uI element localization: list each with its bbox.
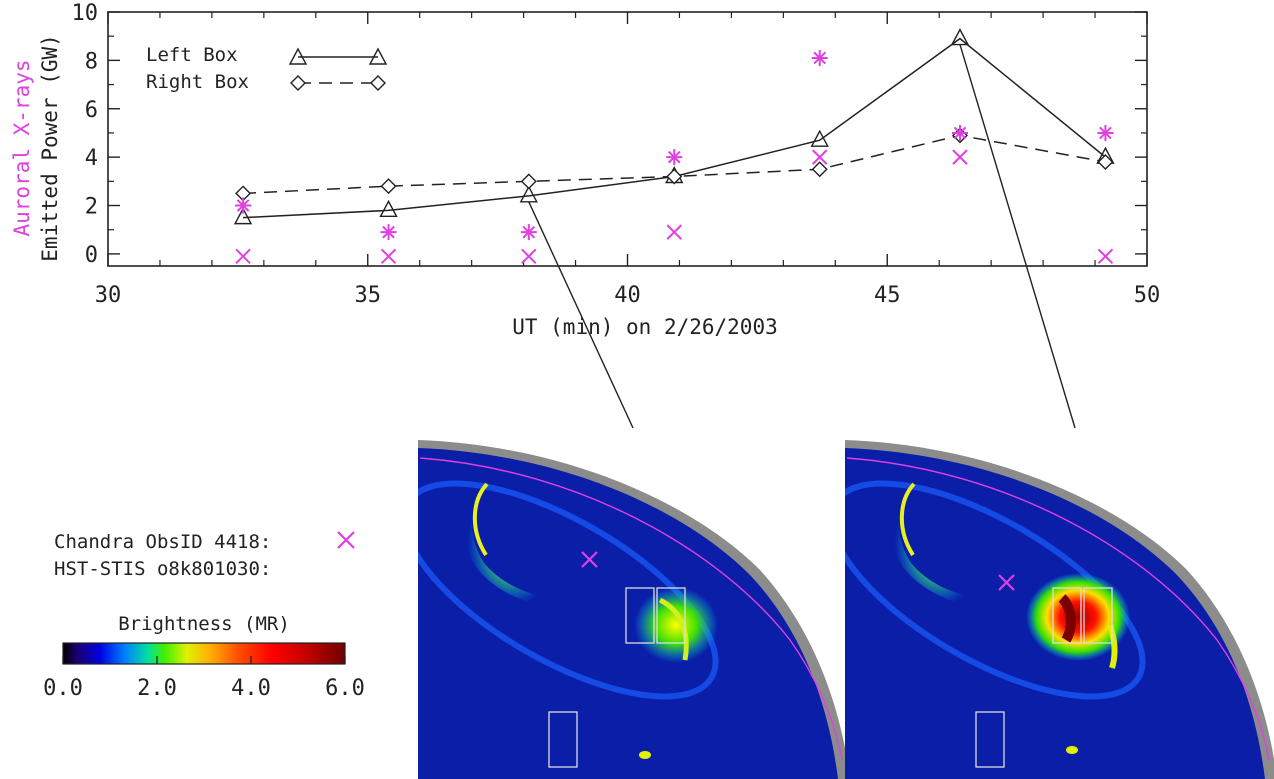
asterisk-stroke	[522, 225, 536, 239]
asterisk-stroke	[382, 225, 395, 239]
triangle-marker	[810, 129, 829, 147]
right-box	[1083, 587, 1113, 644]
cross-stroke	[521, 248, 537, 265]
auroral-main-arc	[463, 478, 561, 610]
xray-asterisk-marker	[235, 197, 252, 214]
chandra-legend-label: Chandra ObsID 4418:	[54, 531, 271, 553]
diamond-marker	[520, 173, 537, 190]
right-box	[656, 587, 686, 644]
legend-triangle-marker	[288, 47, 308, 65]
x-tick-label: 50	[1134, 283, 1161, 308]
legend-right-box-label: Right Box	[146, 71, 249, 93]
diamond-marker	[811, 161, 828, 178]
colorbar-title: Brightness (MR)	[118, 613, 290, 635]
auroral-hotspot	[634, 587, 718, 663]
left-box	[625, 587, 655, 644]
y-tick-label: 2	[85, 195, 98, 220]
aurora-image-2	[845, 430, 1274, 779]
power-plot: 30 35 40 45 50 0 2 4 6 8 10 UT (min) on 2/26/2003…	[10, 1, 1160, 339]
xray-cross-marker	[666, 224, 682, 240]
reference-box	[975, 711, 1005, 768]
series-layer	[233, 28, 1115, 225]
limb-arc	[846, 457, 1270, 761]
chandra-cross-icon	[337, 531, 355, 549]
legend-diamond-marker	[370, 75, 386, 91]
x-axis-label: UT (min) on 2/26/2003	[512, 315, 778, 339]
triangle-marker	[379, 199, 398, 218]
connector-line-image-2	[959, 44, 1076, 429]
y-axis-ticks: 0 2 4 6 8 10	[72, 1, 1147, 268]
reference-box	[548, 711, 578, 768]
xray-points-layer	[235, 49, 1114, 265]
series-line-left-box	[243, 37, 1106, 219]
side-legend: Chandra ObsID 4418: HST-STIS o8k801030: …	[43, 531, 365, 701]
xray-cross-marker	[952, 149, 968, 165]
y-tick-label: 10	[72, 1, 99, 26]
cross-stroke	[666, 224, 682, 240]
xray-cross-marker	[521, 248, 537, 265]
asterisk-stroke	[667, 150, 681, 164]
auroral-main-arc	[890, 478, 988, 610]
legend-triangle-marker	[368, 47, 388, 65]
connector-line-image-1	[528, 201, 634, 429]
triangle-marker	[233, 207, 253, 225]
colorbar-tick-label: 0.0	[43, 676, 83, 701]
auroral-oval	[418, 480, 719, 700]
limb-arc	[419, 457, 843, 761]
y-tick-label: 6	[85, 98, 98, 123]
x-tick-label: 30	[95, 283, 122, 308]
y-axis-label: Emitted Power (GW)	[38, 34, 62, 262]
xray-cross-marker	[812, 149, 828, 165]
legend-diamond-marker	[290, 75, 306, 91]
xray-asterisk-marker	[380, 224, 397, 241]
chandra-cross-marker	[581, 551, 598, 568]
xray-asterisk-marker	[951, 124, 968, 141]
aurora-image-1	[418, 430, 845, 779]
xray-asterisk-marker	[1097, 124, 1114, 141]
xray-asterisk-marker	[520, 224, 537, 241]
chandra-cross-marker	[998, 574, 1015, 591]
colorbar	[62, 642, 346, 665]
legend-left-box-label: Left Box	[146, 44, 238, 66]
y-tick-label: 8	[85, 49, 98, 74]
xray-cross-marker	[1097, 248, 1114, 265]
cross-stroke	[380, 248, 397, 265]
colorbar-tick-label: 2.0	[137, 676, 177, 701]
left-box	[1052, 587, 1082, 644]
asterisk-stroke	[236, 199, 250, 212]
legend: Left Box Right Box	[146, 44, 388, 93]
planet-disk	[418, 448, 838, 779]
xray-asterisk-marker	[666, 149, 683, 166]
asterisk-stroke	[953, 126, 967, 140]
cross-stroke	[235, 248, 251, 265]
colorbar-tick-label: 6.0	[325, 676, 365, 701]
x-tick-label: 40	[614, 283, 641, 308]
cross-stroke	[1097, 248, 1114, 265]
diamond-marker	[380, 178, 397, 195]
x-tick-label: 45	[874, 283, 901, 308]
xray-cross-marker	[235, 248, 251, 265]
cross-stroke	[952, 149, 968, 165]
y-tick-label: 4	[85, 146, 98, 171]
x-axis-ticks: 30 35 40 45 50	[95, 12, 1161, 308]
cross-stroke	[812, 149, 828, 165]
y-tick-label: 0	[85, 243, 98, 268]
asterisk-stroke	[813, 51, 827, 65]
diamond-marker	[666, 168, 683, 185]
auroral-hotspot	[1026, 573, 1130, 661]
x-tick-label: 35	[355, 283, 382, 308]
y-axis-label-xrays: Auroral X-rays	[10, 59, 34, 236]
diamond-marker	[1097, 153, 1114, 170]
xray-cross-marker	[380, 248, 397, 265]
asterisk-stroke	[1099, 126, 1112, 140]
xray-asterisk-marker	[811, 49, 828, 66]
colorbar-ticks: 0.0 2.0 4.0 6.0	[43, 656, 365, 701]
plot-frame	[107, 11, 1148, 267]
hst-legend-label: HST-STIS o8k801030:	[54, 558, 271, 580]
colorbar-tick-label: 4.0	[231, 676, 271, 701]
auroral-oval	[845, 480, 1146, 700]
